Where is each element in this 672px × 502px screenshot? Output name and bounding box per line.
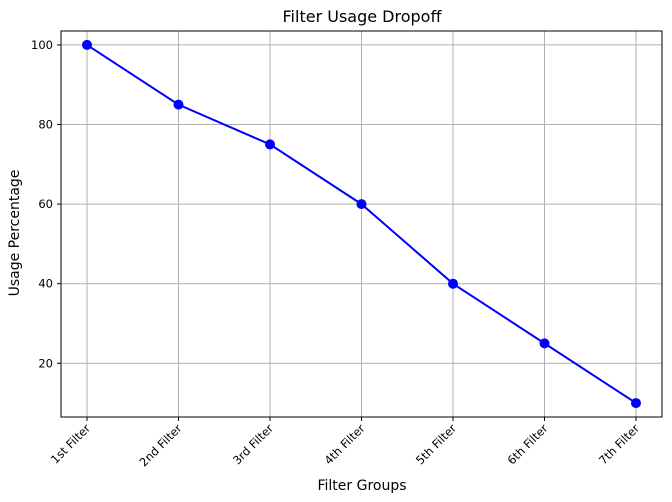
x-tick-label: 7th Filter — [596, 421, 642, 467]
x-tick-label: 4th Filter — [321, 421, 367, 467]
x-axis-label: Filter Groups — [317, 478, 406, 494]
data-point — [539, 338, 550, 349]
x-tick-label: 3rd Filter — [230, 421, 276, 467]
grid — [61, 31, 662, 417]
x-tick-label: 6th Filter — [504, 421, 550, 467]
chart-title: Filter Usage Dropoff — [283, 7, 443, 26]
y-tick-label: 100 — [31, 38, 53, 52]
y-tick-label: 20 — [38, 356, 53, 370]
y-tick-label: 60 — [38, 197, 53, 211]
data-point — [631, 398, 641, 409]
data-point — [356, 199, 367, 210]
data-point — [265, 139, 275, 150]
y-axis-label: Usage Percentage — [7, 170, 23, 297]
y-tick-label: 80 — [38, 118, 53, 132]
x-tick-label: 2nd Filter — [137, 421, 185, 469]
x-tick-label: 5th Filter — [413, 421, 459, 467]
y-tick-label: 40 — [38, 277, 53, 291]
axes: 20 40 60 80 100 1st Filter 2nd Filter 3rd Filte… — [31, 30, 663, 469]
data-point — [448, 278, 458, 289]
data-point — [173, 99, 184, 110]
x-tick-label: 1st Filter — [48, 421, 93, 466]
data-point — [82, 39, 92, 50]
series — [82, 39, 641, 409]
